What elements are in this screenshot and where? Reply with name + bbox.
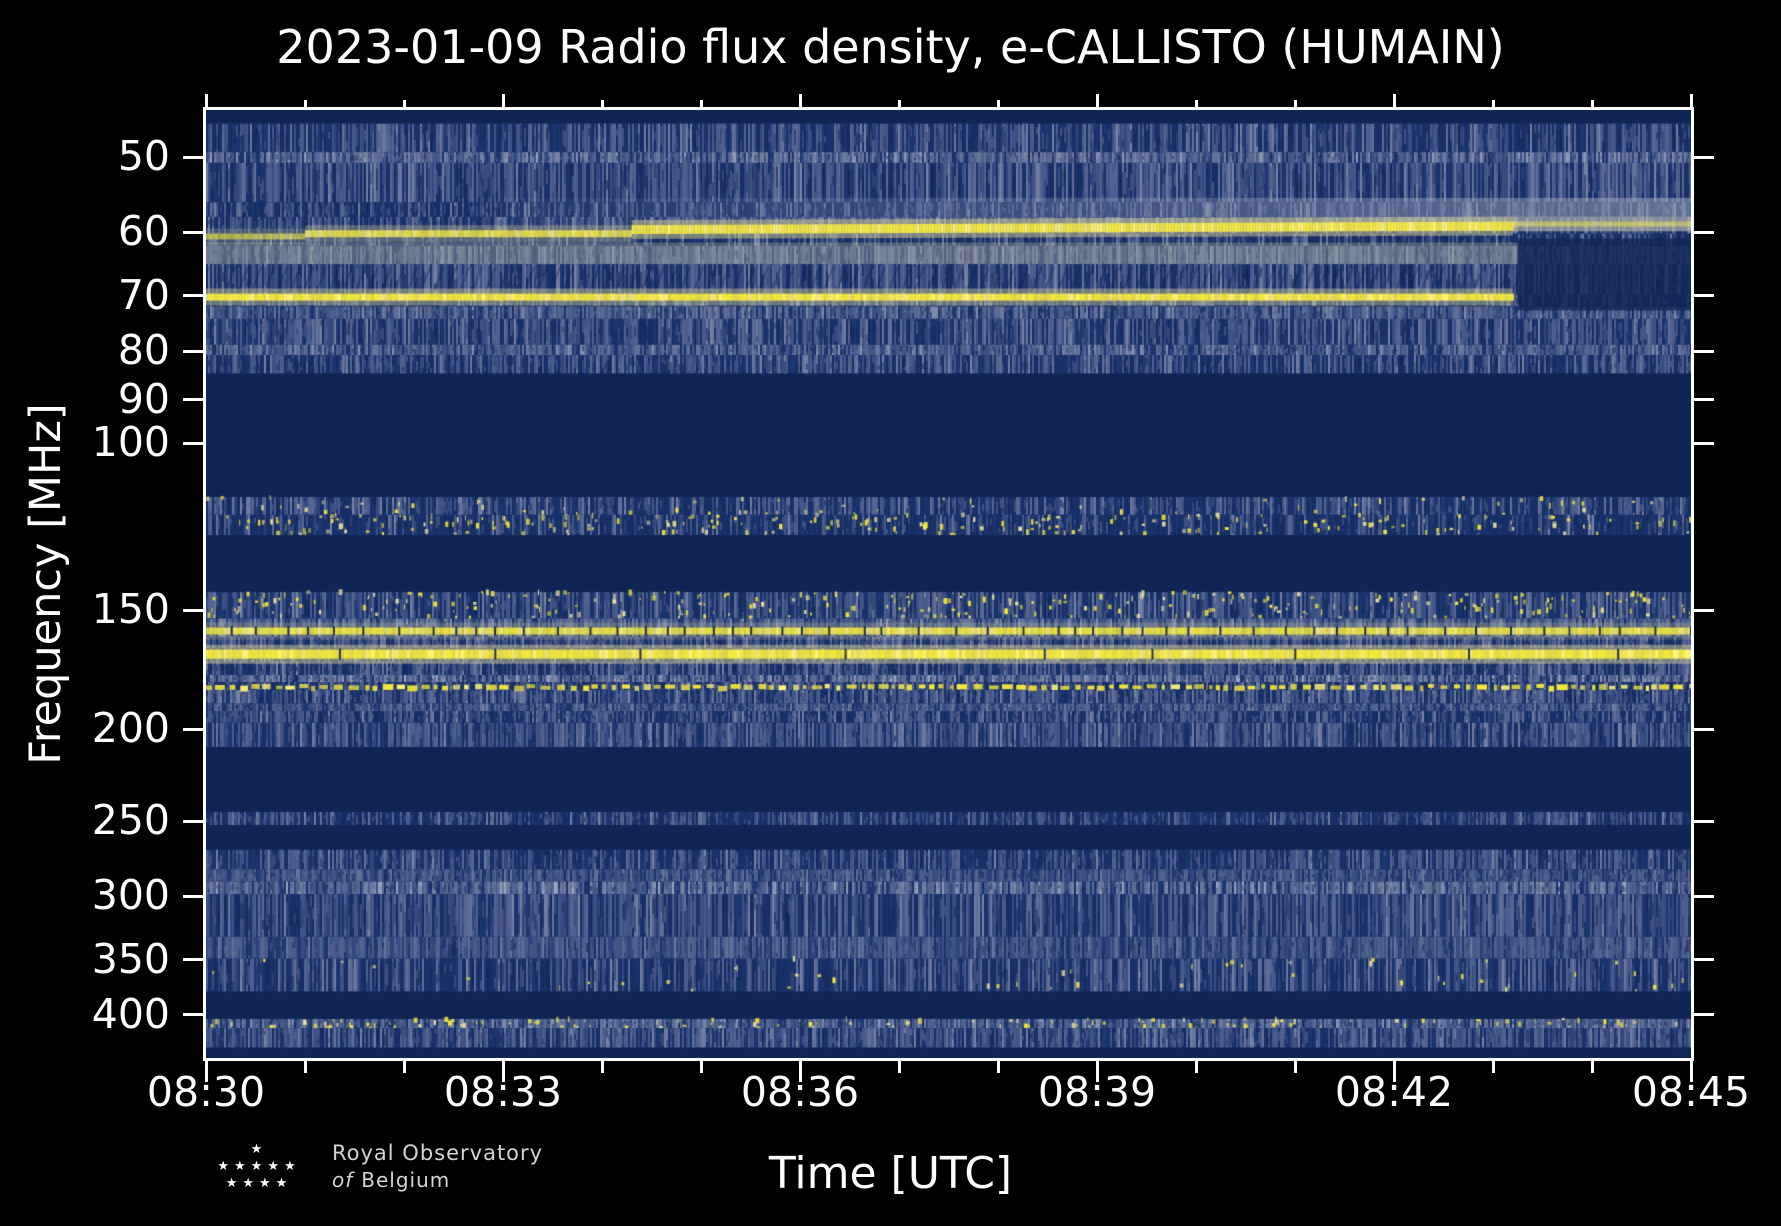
y-axis-right-tick (1694, 349, 1714, 353)
x-axis-top-minor-tick (699, 100, 703, 107)
x-axis-label: Time [UTC] (768, 1148, 1013, 1199)
y-axis-left-tick (183, 727, 203, 731)
x-axis-top-minor-tick (303, 100, 307, 107)
y-axis-left-tick (183, 1013, 203, 1017)
x-axis-major-tick (204, 1061, 208, 1082)
x-axis-top-minor-tick (1194, 100, 1198, 107)
x-axis-top-minor-tick (1491, 100, 1495, 107)
y-axis-right-tick (1694, 608, 1714, 612)
logo-belgium: Belgium (361, 1168, 451, 1192)
y-axis-left-tick (183, 155, 203, 159)
y-axis-left-tick (183, 230, 203, 234)
x-axis-minor-tick (303, 1061, 307, 1073)
x-axis-top-major-tick (1689, 94, 1693, 107)
x-axis-major-tick (501, 1061, 505, 1082)
y-axis-right-tick (1694, 230, 1714, 234)
y-axis-left-tick (183, 894, 203, 898)
y-tick-label: 70 (117, 270, 170, 319)
logo-org-line2: of Belgium (332, 1168, 543, 1192)
x-tick-label: 08:30 (146, 1068, 266, 1116)
x-axis-minor-tick (699, 1061, 703, 1073)
y-axis-right-tick (1694, 727, 1714, 731)
x-axis-top-minor-tick (996, 100, 1000, 107)
x-tick-label: 08:45 (1631, 1068, 1751, 1116)
y-axis-right-tick (1694, 398, 1714, 402)
x-axis-top-major-tick (501, 94, 505, 107)
logo-stars-icon: ★ ★★★★★ ★★★★ (200, 1141, 318, 1192)
page-title: 2023-01-09 Radio flux density, e-CALLIST… (276, 20, 1505, 74)
x-axis-top-minor-tick (1590, 100, 1594, 107)
y-axis-left-tick (183, 349, 203, 353)
x-axis-minor-tick (600, 1061, 604, 1073)
x-axis-top-major-tick (1392, 94, 1396, 107)
y-axis-left-tick (183, 958, 203, 962)
y-axis-label: Frequency [MHz] (21, 403, 71, 765)
y-axis-right-tick (1694, 894, 1714, 898)
logo-star-row: ★★★★★ (217, 1159, 301, 1174)
y-tick-label: 60 (117, 207, 170, 256)
y-tick-label: 150 (91, 585, 170, 634)
x-axis-top-minor-tick (402, 100, 406, 107)
y-tick-label: 250 (91, 796, 170, 845)
royal-observatory-logo: ★ ★★★★★ ★★★★ Royal Observatory of Belgium (200, 1141, 543, 1192)
y-tick-label: 80 (117, 326, 170, 375)
x-axis-minor-tick (1590, 1061, 1594, 1073)
y-axis-left-tick (183, 398, 203, 402)
x-axis-major-tick (798, 1061, 802, 1082)
y-tick-label: 300 (91, 871, 170, 920)
x-axis-top-minor-tick (600, 100, 604, 107)
x-tick-label: 08:39 (1037, 1068, 1157, 1116)
logo-of: of (332, 1168, 354, 1192)
y-axis-right-tick (1694, 1013, 1714, 1017)
y-axis-left-tick (183, 608, 203, 612)
x-tick-label: 08:33 (443, 1068, 563, 1116)
y-axis-left-tick (183, 294, 203, 298)
y-axis-right-tick (1694, 958, 1714, 962)
x-axis-minor-tick (1293, 1061, 1297, 1073)
x-axis-minor-tick (897, 1061, 901, 1073)
x-axis-top-major-tick (204, 94, 208, 107)
y-tick-label: 200 (91, 704, 170, 752)
y-tick-label: 50 (117, 132, 170, 181)
x-axis-top-minor-tick (897, 100, 901, 107)
x-axis-top-major-tick (798, 94, 802, 107)
logo-star-row: ★ (250, 1142, 268, 1157)
x-axis-minor-tick (1491, 1061, 1495, 1073)
y-tick-label: 100 (91, 418, 170, 467)
y-axis-left-tick (183, 441, 203, 445)
y-tick-label: 90 (117, 374, 170, 423)
y-tick-label: 400 (91, 989, 170, 1038)
x-axis-top-major-tick (1095, 94, 1099, 107)
y-axis-right-tick (1694, 819, 1714, 823)
logo-org-line1: Royal Observatory (332, 1141, 544, 1165)
x-tick-label: 08:36 (740, 1068, 860, 1116)
logo-star-row: ★★★★ (225, 1176, 293, 1191)
x-axis-minor-tick (996, 1061, 1000, 1073)
y-axis-right-tick (1694, 155, 1714, 159)
spectrogram-canvas (206, 110, 1691, 1058)
y-axis-right-tick (1694, 441, 1714, 445)
x-axis-major-tick (1095, 1061, 1099, 1082)
x-axis-major-tick (1689, 1061, 1693, 1082)
y-tick-label: 350 (91, 934, 170, 983)
logo-text: Royal Observatory of Belgium (332, 1141, 543, 1192)
y-axis-right-tick (1694, 294, 1714, 298)
x-axis-minor-tick (402, 1061, 406, 1073)
y-axis-left-tick (183, 819, 203, 823)
x-tick-label: 08:42 (1334, 1068, 1454, 1116)
x-axis-major-tick (1392, 1061, 1396, 1082)
x-axis-minor-tick (1194, 1061, 1198, 1073)
x-axis-top-minor-tick (1293, 100, 1297, 107)
